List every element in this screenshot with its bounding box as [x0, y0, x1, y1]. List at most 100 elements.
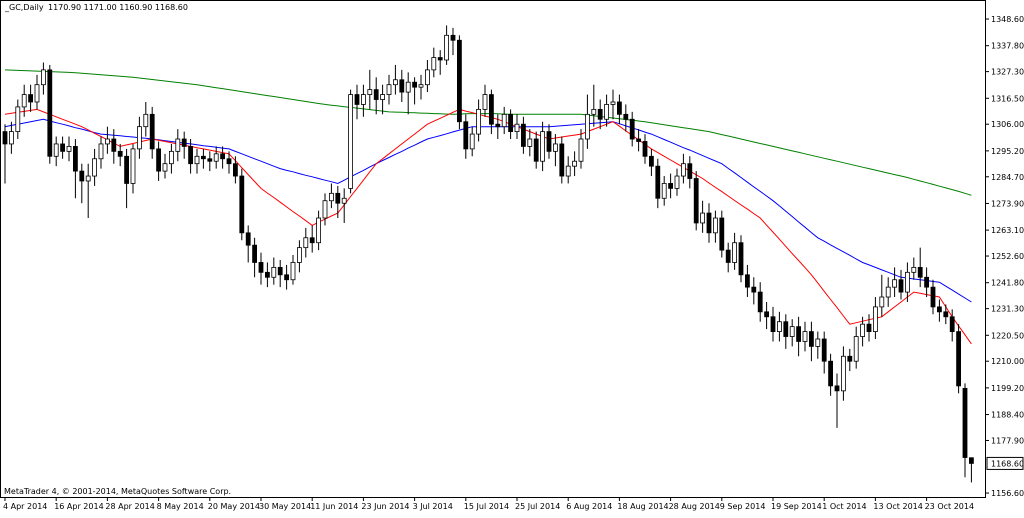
candle-body	[405, 81, 411, 93]
candle-body	[488, 94, 494, 125]
candle-body	[521, 123, 526, 147]
x-tick-label: 3 Jul 2014	[413, 502, 453, 511]
y-tick-label: 1231.30	[991, 305, 1024, 314]
candle-body	[463, 121, 469, 150]
candle-body	[15, 106, 21, 133]
candle-body	[386, 84, 392, 95]
candle-body	[924, 276, 929, 288]
candle-body	[111, 138, 117, 152]
candle-body	[866, 323, 872, 332]
candle-body	[239, 175, 245, 234]
candle-body	[681, 163, 686, 177]
candle-body	[60, 143, 65, 152]
candle-body	[706, 212, 712, 234]
candle-body	[501, 113, 507, 128]
candle-body	[130, 148, 136, 184]
candle-body	[328, 192, 334, 202]
candle-body	[392, 79, 398, 86]
y-tick-label: 1327.30	[991, 68, 1024, 77]
candle-body	[105, 138, 110, 145]
y-tick-label: 1316.50	[991, 94, 1024, 103]
y-tick-label: 1199.20	[991, 384, 1024, 393]
candle-body	[399, 79, 405, 93]
y-tick-label: 1252.60	[991, 252, 1024, 261]
candle-body	[194, 155, 200, 165]
candle-body	[258, 262, 264, 273]
x-tick-label: 13 Oct 2014	[873, 502, 922, 511]
candle-body	[892, 279, 897, 288]
candle-body	[380, 94, 386, 100]
candle-body	[143, 113, 149, 128]
x-tick-label: 20 May 2014	[208, 502, 260, 511]
candle-body	[232, 163, 238, 177]
candle-body	[841, 355, 846, 392]
candle-body	[930, 286, 936, 308]
candle-body	[47, 69, 53, 157]
last-price-box	[986, 456, 1024, 470]
y-tick-label: 1263.10	[991, 226, 1024, 235]
candle-body	[937, 306, 942, 313]
x-tick-label: 30 May 2014	[259, 502, 311, 511]
candle-body	[136, 126, 142, 150]
candle-body	[853, 336, 859, 362]
candle-body	[949, 316, 955, 332]
candle-body	[92, 158, 97, 177]
candle-body	[719, 217, 725, 251]
candle-body	[296, 247, 302, 263]
candle-body	[911, 266, 917, 273]
x-tick-label: 18 Aug 2014	[617, 502, 668, 511]
candle-body	[367, 89, 373, 95]
candle-body	[277, 266, 283, 276]
candle-body	[905, 271, 910, 293]
candle-body	[508, 113, 514, 133]
candle-body	[962, 387, 968, 458]
moving-average-line	[4, 118, 972, 303]
plot-frame	[0, 0, 986, 498]
candle-body	[802, 331, 808, 342]
candle-body	[745, 274, 750, 288]
candle-body	[770, 316, 776, 332]
candle-body	[412, 81, 418, 88]
x-tick-label: 28 Apr 2014	[105, 502, 154, 511]
candle-body	[546, 131, 552, 152]
y-tick-label: 1241.80	[991, 279, 1024, 288]
candle-body	[885, 286, 891, 298]
candle-body	[444, 34, 450, 61]
candle-body	[956, 331, 961, 387]
x-tick-label: 6 Aug 2014	[566, 502, 612, 511]
candle-body	[969, 457, 974, 464]
candle-body	[168, 150, 174, 165]
candle-body	[117, 150, 123, 157]
candle-body	[354, 94, 360, 105]
y-tick-label: 1220.50	[991, 331, 1024, 340]
candle-body	[213, 153, 219, 162]
candle-body	[124, 155, 129, 184]
y-tick-label: 1337.80	[991, 42, 1024, 51]
candle-body	[565, 165, 571, 177]
candle-body	[796, 326, 801, 342]
candle-body	[309, 237, 315, 244]
candle-body	[322, 200, 328, 219]
candle-body	[284, 274, 290, 281]
y-tick-label: 1188.40	[991, 411, 1024, 420]
y-tick-label: 1177.90	[991, 436, 1024, 445]
candle-body	[623, 113, 629, 120]
candle-body	[687, 163, 693, 179]
candle-body	[431, 57, 437, 71]
candle-body	[85, 175, 91, 182]
candle-body	[943, 311, 949, 318]
candle-body	[789, 326, 795, 337]
candle-body	[495, 123, 501, 128]
x-tick-label: 15 Jul 2014	[464, 502, 509, 511]
candle-body	[162, 163, 168, 172]
x-tick-label: 23 Oct 2014	[925, 502, 974, 511]
candle-body	[809, 331, 814, 347]
candle-body	[21, 94, 27, 108]
candle-body	[360, 94, 366, 105]
candle-body	[335, 192, 341, 204]
x-tick-label: 28 Aug 2014	[669, 502, 720, 511]
candle-body	[245, 232, 251, 246]
candle-body	[226, 158, 232, 165]
candle-body	[649, 155, 654, 167]
